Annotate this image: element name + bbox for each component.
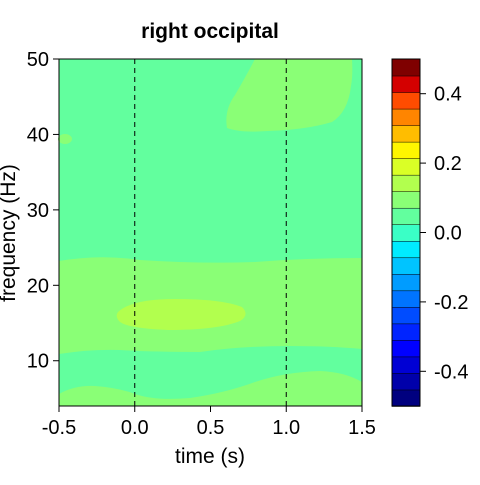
colorbar-swatch bbox=[391, 306, 421, 325]
contour-upper-right bbox=[226, 59, 353, 132]
colorbar-swatch bbox=[391, 141, 421, 159]
y-tick-label: 20 bbox=[27, 275, 49, 297]
x-tick-label: 1.0 bbox=[272, 417, 300, 439]
x-axis: -0.5 0.0 0.5 1.0 1.5 bbox=[42, 406, 376, 439]
colorbar-swatch bbox=[391, 207, 421, 225]
y-tick-label: 10 bbox=[27, 351, 49, 373]
x-tick-label: 1.5 bbox=[348, 417, 376, 439]
colorbar-tick-label: 0.4 bbox=[434, 84, 462, 106]
y-tick-label: 50 bbox=[27, 49, 49, 71]
colorbar-swatch bbox=[391, 157, 421, 176]
contour-low-band bbox=[59, 371, 362, 406]
y-tick-label: 30 bbox=[27, 200, 49, 222]
colorbar-swatch bbox=[391, 290, 421, 308]
colorbar-swatch bbox=[391, 339, 421, 358]
colorbar-swatch bbox=[391, 223, 421, 242]
colorbar-swatch bbox=[391, 273, 421, 292]
x-axis-label: time (s) bbox=[175, 445, 245, 468]
x-tick-label: -0.5 bbox=[42, 417, 76, 439]
colorbar-swatch bbox=[391, 323, 421, 341]
y-axis: 10 20 30 40 50 bbox=[27, 49, 59, 373]
colorbar-swatch bbox=[391, 108, 421, 126]
colorbar-swatch bbox=[391, 372, 421, 391]
colorbar-swatch bbox=[391, 190, 421, 209]
colorbar-swatch bbox=[391, 257, 421, 275]
colorbar-tick-label: -0.4 bbox=[434, 361, 468, 383]
colorbar-tick-label: -0.2 bbox=[434, 292, 468, 314]
colorbar: -0.4 -0.2 0.0 0.2 0.4 bbox=[391, 58, 468, 407]
colorbar-tick-label: 0.0 bbox=[434, 223, 462, 245]
y-axis-label: frequency (Hz) bbox=[0, 164, 20, 302]
contour-peak bbox=[116, 299, 246, 330]
x-tick-label: 0.5 bbox=[197, 417, 225, 439]
colorbar-tick-label: 0.2 bbox=[434, 153, 462, 175]
x-tick-label: 0.0 bbox=[121, 417, 149, 439]
colorbar-swatch bbox=[391, 240, 421, 259]
contour-small-spot bbox=[58, 134, 72, 144]
colorbar-swatch bbox=[391, 75, 421, 93]
colorbar-swatch bbox=[391, 58, 421, 77]
chart-title: right occipital bbox=[141, 20, 279, 43]
colorbar-swatch bbox=[391, 91, 421, 110]
colorbar-swatch bbox=[391, 389, 421, 407]
colorbar-swatch bbox=[391, 356, 421, 374]
colorbar-swatch bbox=[391, 124, 421, 143]
plot-area bbox=[58, 58, 363, 407]
colorbar-swatch bbox=[391, 174, 421, 192]
y-tick-label: 40 bbox=[27, 124, 49, 146]
